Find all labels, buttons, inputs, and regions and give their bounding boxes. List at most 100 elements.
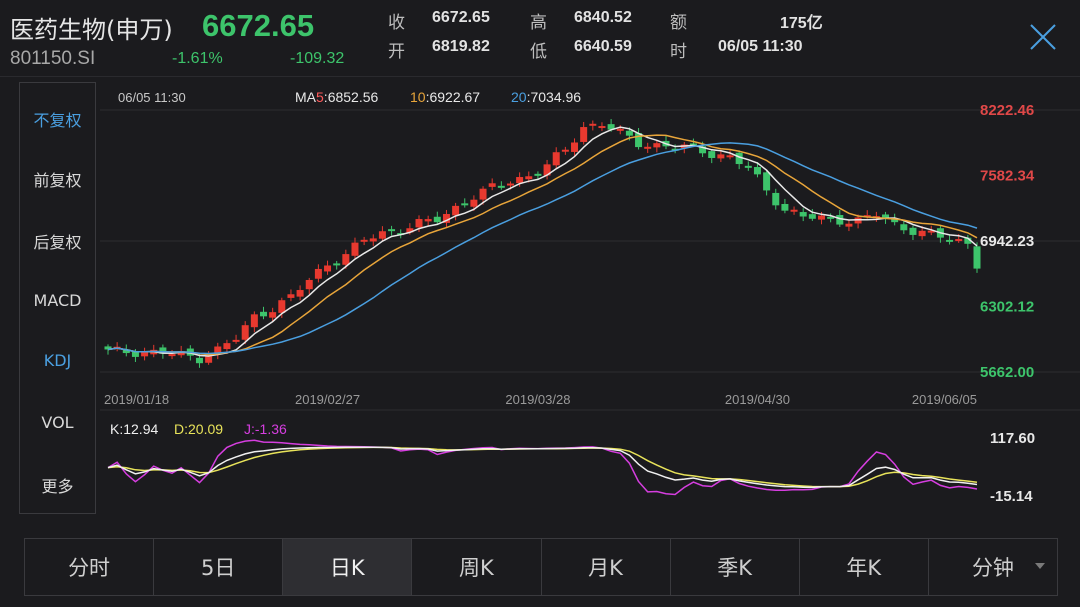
candle-body — [324, 265, 332, 272]
time-value: 06/05 11:30 — [718, 38, 803, 55]
moving-average-lines — [107, 126, 978, 357]
candle-body — [891, 218, 899, 223]
price-tick-label: 5662.00 — [980, 364, 1034, 381]
chart-grid — [100, 109, 1080, 411]
sidebar-item-macd[interactable]: MACD — [33, 291, 82, 310]
candle-body — [772, 192, 780, 206]
candle-body — [415, 219, 423, 228]
change-amount: -109.32 — [290, 50, 345, 67]
candle-body — [836, 215, 844, 225]
ma5-prefix: MA — [295, 89, 317, 105]
chevron-down-icon — [1035, 563, 1045, 569]
cursor-time: 06/05 11:30 — [118, 90, 186, 105]
header-divider — [0, 76, 1080, 77]
tab-yearly-k[interactable]: 年K — [800, 539, 929, 595]
candlestick-series — [104, 119, 981, 368]
candle-body — [799, 212, 807, 217]
candle-body — [342, 254, 350, 265]
time-label: 时 — [670, 42, 687, 62]
candle-body — [644, 146, 652, 149]
ma5-value: 6852.56 — [328, 89, 379, 105]
price-tick-label: 6942.23 — [980, 233, 1034, 250]
tab-minute[interactable]: 分钟 — [929, 539, 1057, 595]
candle-body — [699, 146, 707, 154]
sidebar-item-vol[interactable]: VOL — [41, 413, 74, 432]
candle-body — [635, 133, 643, 148]
candle-body — [882, 214, 890, 219]
close-label: 收 — [388, 13, 405, 33]
candle-body — [205, 356, 213, 363]
kline-chart[interactable]: 06/05 11:30 MA5:6852.56 10:6922.67 20:70… — [0, 0, 1080, 530]
ma20-value: 7034.96 — [530, 89, 581, 105]
kdj-k-label: K — [110, 421, 120, 437]
ma20-period: 20 — [511, 89, 527, 105]
candle-body — [388, 229, 396, 232]
candle-body — [827, 216, 835, 219]
open-label: 开 — [388, 42, 405, 62]
candle-body — [708, 151, 716, 158]
sidebar-item-kdj[interactable]: KDJ — [43, 351, 72, 370]
candle-body — [232, 339, 240, 342]
candle-body — [552, 152, 560, 166]
tab-daily-k[interactable]: 日K — [283, 539, 413, 595]
sidebar-item-backward-adjust[interactable]: 后复权 — [33, 233, 82, 252]
candle-body — [909, 227, 917, 235]
current-price: 6672.65 — [202, 8, 315, 43]
tab-quarterly-k[interactable]: 季K — [671, 539, 800, 595]
tab-intraday[interactable]: 分时 — [25, 539, 155, 595]
tab-monthly-k[interactable]: 月K — [542, 539, 671, 595]
candle-body — [104, 346, 112, 350]
date-tick-label: 2019/03/28 — [505, 392, 570, 407]
amount-label: 额 — [670, 13, 687, 33]
ma10-line — [107, 134, 978, 356]
candle-body — [406, 228, 414, 233]
sidebar-item-no-adjust[interactable]: 不复权 — [33, 111, 82, 130]
candle-body — [863, 215, 871, 218]
candle-body — [278, 300, 286, 313]
date-tick-label: 2019/01/18 — [104, 392, 169, 407]
candle-body — [973, 246, 981, 269]
ma-legend: MA5:6852.56 10:6922.67 20:7034.96 — [295, 89, 581, 105]
candle-body — [378, 231, 386, 239]
candle-body — [369, 238, 377, 242]
close-icon — [1030, 24, 1056, 50]
candle-body — [543, 164, 551, 176]
ma10-value: 6922.67 — [429, 89, 480, 105]
candle-body — [452, 205, 460, 216]
candle-body — [333, 263, 341, 266]
candle-body — [214, 346, 222, 355]
price-axis: 8222.46 7582.34 6942.23 6302.12 5662.00 — [980, 102, 1035, 381]
candle-body — [817, 215, 825, 220]
high-label: 高 — [530, 13, 547, 33]
kdj-k-line — [107, 446, 978, 489]
candle-body — [607, 124, 615, 130]
tab-weekly-k[interactable]: 周K — [412, 539, 542, 595]
candle-body — [763, 172, 771, 191]
kdj-d-line — [107, 446, 978, 488]
candle-body — [223, 343, 231, 350]
open-value: 6819.82 — [432, 38, 490, 55]
price-tick-label: 6302.12 — [980, 298, 1034, 315]
candle-body — [964, 237, 972, 244]
candle-body — [946, 239, 954, 242]
candle-body — [131, 351, 139, 357]
tab-5day[interactable]: 5日 — [154, 539, 284, 595]
candle-body — [506, 183, 514, 186]
candle-body — [424, 219, 432, 222]
candle-body — [689, 143, 697, 146]
candle-body — [561, 149, 569, 152]
low-value: 6640.59 — [574, 38, 632, 55]
candle-body — [726, 155, 734, 158]
ma5-line — [107, 126, 978, 357]
candle-body — [195, 357, 203, 364]
candle-body — [287, 294, 295, 298]
sidebar-item-forward-adjust[interactable]: 前复权 — [33, 171, 82, 190]
candle-body — [296, 290, 304, 297]
close-value: 6672.65 — [432, 9, 490, 26]
sidebar-item-more[interactable]: 更多 — [41, 477, 74, 496]
amount-value: 175亿 — [780, 15, 823, 32]
close-button[interactable] — [1028, 22, 1058, 52]
candle-body — [433, 216, 441, 223]
candle-body — [177, 350, 185, 356]
index-name: 医药生物(申万) — [10, 16, 173, 44]
